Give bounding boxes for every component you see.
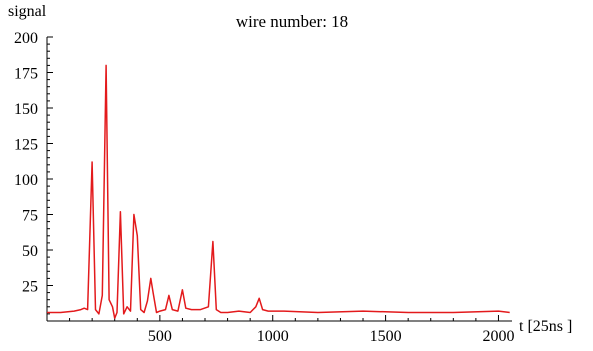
axes [46,37,512,322]
y-tick-label: 100 [14,172,38,189]
y-tick-label: 200 [14,30,38,47]
y-tick-label: 75 [22,208,38,225]
chart-title: wire number: 18 [236,12,348,31]
y-axis-label: signal [8,3,47,20]
y-tick-label: 25 [22,279,38,296]
x-tick-label: 2000 [482,328,514,345]
series-group [47,64,510,319]
x-tick-label: 1500 [370,328,402,345]
y-tick-label: 125 [14,137,38,154]
x-tick-label: 500 [148,328,172,345]
y-tick-label: 150 [14,101,38,118]
x-axis-label: t [25ns ] [519,318,572,335]
x-tick-label: 1000 [257,328,289,345]
y-tick-label: 175 [14,66,38,83]
signal-series-line [47,64,510,319]
y-tick-label: 50 [22,243,38,260]
tick-marks: 500 1000 1500 2000 25 50 75 100 125 150 175 200 [14,30,514,345]
